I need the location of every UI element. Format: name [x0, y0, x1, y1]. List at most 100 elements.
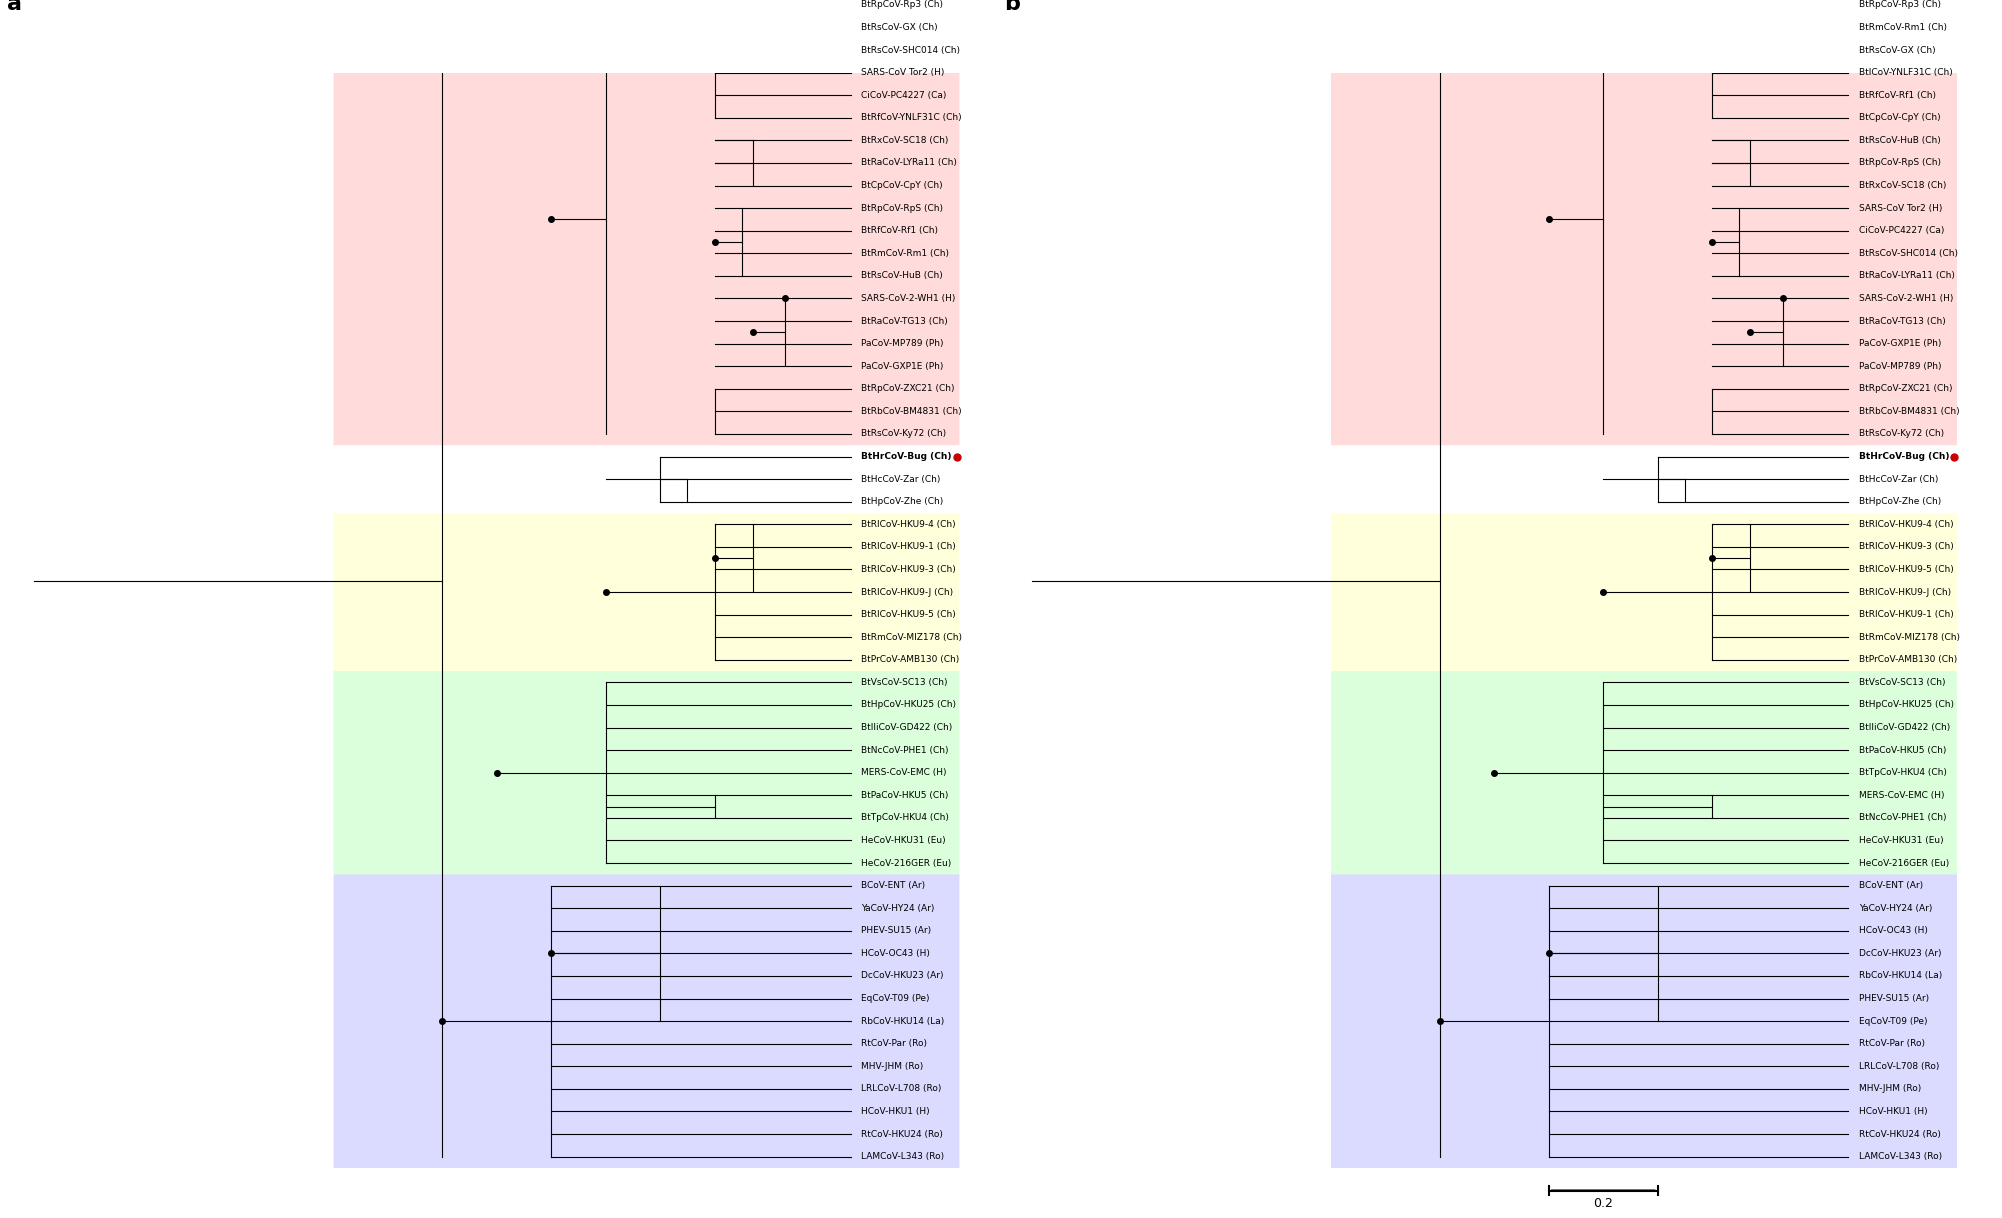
Text: BtPrCoV-AMB130 (Ch): BtPrCoV-AMB130 (Ch)	[1860, 655, 1958, 664]
Text: YaCoV-HY24 (Ar): YaCoV-HY24 (Ar)	[861, 904, 935, 912]
Text: BtRICoV-HKU9-3 (Ch): BtRICoV-HKU9-3 (Ch)	[861, 565, 957, 574]
Text: SARS-CoV-2-WH1 (H): SARS-CoV-2-WH1 (H)	[861, 294, 955, 303]
Text: HeCoV-HKU31 (Eu): HeCoV-HKU31 (Eu)	[1860, 836, 1944, 845]
Text: BtRsCoV-GX (Ch): BtRsCoV-GX (Ch)	[861, 23, 939, 32]
Text: BtRpCoV-Rp3 (Ch): BtRpCoV-Rp3 (Ch)	[861, 0, 943, 10]
Text: BtRpCoV-ZXC21 (Ch): BtRpCoV-ZXC21 (Ch)	[1860, 384, 1952, 393]
Text: YaCoV-HY24 (Ar): YaCoV-HY24 (Ar)	[1860, 904, 1932, 912]
Text: BtRsCoV-Ky72 (Ch): BtRsCoV-Ky72 (Ch)	[1860, 430, 1944, 438]
Text: HCoV-HKU1 (H): HCoV-HKU1 (H)	[861, 1107, 931, 1116]
Text: BtNcCoV-PHE1 (Ch): BtNcCoV-PHE1 (Ch)	[1860, 814, 1946, 822]
Text: EqCoV-T09 (Pe): EqCoV-T09 (Pe)	[1860, 1017, 1928, 1026]
Text: EqCoV-T09 (Pe): EqCoV-T09 (Pe)	[861, 994, 931, 1004]
Text: BtIIiCoV-GD422 (Ch): BtIIiCoV-GD422 (Ch)	[861, 723, 953, 732]
Text: BtRsCoV-SHC014 (Ch): BtRsCoV-SHC014 (Ch)	[1860, 248, 1958, 258]
Text: PHEV-SU15 (Ar): PHEV-SU15 (Ar)	[1860, 994, 1930, 1004]
Text: a: a	[6, 0, 22, 13]
Text: HCoV-HKU1 (H): HCoV-HKU1 (H)	[1860, 1107, 1928, 1116]
FancyBboxPatch shape	[334, 671, 959, 875]
Text: BtHpCoV-Zhe (Ch): BtHpCoV-Zhe (Ch)	[1860, 497, 1942, 507]
Text: PHEV-SU15 (Ar): PHEV-SU15 (Ar)	[861, 927, 931, 935]
Text: DcCoV-HKU23 (Ar): DcCoV-HKU23 (Ar)	[1860, 949, 1942, 957]
Text: BtHcCoV-Zar (Ch): BtHcCoV-Zar (Ch)	[1860, 475, 1938, 484]
Text: BtRsCoV-HuB (Ch): BtRsCoV-HuB (Ch)	[861, 272, 943, 280]
Text: BtRICoV-HKU9-J (Ch): BtRICoV-HKU9-J (Ch)	[1860, 587, 1952, 597]
Text: BCoV-ENT (Ar): BCoV-ENT (Ar)	[1860, 881, 1924, 890]
FancyBboxPatch shape	[1331, 0, 1958, 446]
Text: BtRmCoV-MIZ178 (Ch): BtRmCoV-MIZ178 (Ch)	[861, 632, 963, 642]
Text: BtTpCoV-HKU4 (Ch): BtTpCoV-HKU4 (Ch)	[861, 814, 949, 822]
Text: BtTpCoV-HKU4 (Ch): BtTpCoV-HKU4 (Ch)	[1860, 769, 1946, 777]
Text: BtRmCoV-Rm1 (Ch): BtRmCoV-Rm1 (Ch)	[1860, 23, 1948, 32]
Text: BtHpCoV-HKU25 (Ch): BtHpCoV-HKU25 (Ch)	[861, 700, 957, 709]
Text: BtRsCoV-SHC014 (Ch): BtRsCoV-SHC014 (Ch)	[861, 45, 961, 55]
Text: MERS-CoV-EMC (H): MERS-CoV-EMC (H)	[1860, 790, 1944, 800]
Text: HCoV-OC43 (H): HCoV-OC43 (H)	[1860, 927, 1928, 935]
Text: BtRpCoV-RpS (Ch): BtRpCoV-RpS (Ch)	[861, 203, 943, 213]
Text: LRLCoV-L708 (Ro): LRLCoV-L708 (Ro)	[861, 1084, 941, 1094]
Text: PaCoV-MP789 (Ph): PaCoV-MP789 (Ph)	[1860, 362, 1942, 370]
Text: BtHcCoV-Zar (Ch): BtHcCoV-Zar (Ch)	[861, 475, 941, 484]
Text: BtPaCoV-HKU5 (Ch): BtPaCoV-HKU5 (Ch)	[1860, 745, 1946, 755]
Text: MERS-CoV-EMC (H): MERS-CoV-EMC (H)	[861, 769, 947, 777]
Text: BtRfCoV-YNLF31C (Ch): BtRfCoV-YNLF31C (Ch)	[861, 113, 963, 122]
Text: BtRmCoV-Rm1 (Ch): BtRmCoV-Rm1 (Ch)	[861, 248, 949, 258]
Text: BtRbCoV-BM4831 (Ch): BtRbCoV-BM4831 (Ch)	[1860, 407, 1960, 415]
Text: b: b	[1005, 0, 1021, 13]
Text: BtRICoV-HKU9-5 (Ch): BtRICoV-HKU9-5 (Ch)	[1860, 565, 1954, 574]
Text: BtRaCoV-LYRa11 (Ch): BtRaCoV-LYRa11 (Ch)	[1860, 272, 1954, 280]
Text: BtICoV-YNLF31C (Ch): BtICoV-YNLF31C (Ch)	[1860, 68, 1952, 77]
Text: LAMCoV-L343 (Ro): LAMCoV-L343 (Ro)	[861, 1152, 945, 1161]
Text: BtRICoV-HKU9-1 (Ch): BtRICoV-HKU9-1 (Ch)	[861, 542, 957, 552]
Text: RtCoV-Par (Ro): RtCoV-Par (Ro)	[861, 1039, 927, 1049]
Text: CiCoV-PC4227 (Ca): CiCoV-PC4227 (Ca)	[1860, 227, 1944, 235]
Text: CiCoV-PC4227 (Ca): CiCoV-PC4227 (Ca)	[861, 90, 947, 100]
FancyBboxPatch shape	[1331, 875, 1958, 1168]
Text: LRLCoV-L708 (Ro): LRLCoV-L708 (Ro)	[1860, 1062, 1940, 1071]
Text: 0.2: 0.2	[1594, 1197, 1614, 1211]
FancyBboxPatch shape	[1331, 513, 1958, 671]
Text: BtVsCoV-SC13 (Ch): BtVsCoV-SC13 (Ch)	[861, 678, 949, 687]
Text: BtRsCoV-Ky72 (Ch): BtRsCoV-Ky72 (Ch)	[861, 430, 947, 438]
Text: BtRfCoV-Rf1 (Ch): BtRfCoV-Rf1 (Ch)	[1860, 90, 1936, 100]
Text: BtNcCoV-PHE1 (Ch): BtNcCoV-PHE1 (Ch)	[861, 745, 949, 755]
Text: BtVsCoV-SC13 (Ch): BtVsCoV-SC13 (Ch)	[1860, 678, 1946, 687]
Text: HeCoV-216GER (Eu): HeCoV-216GER (Eu)	[861, 859, 951, 867]
Text: RtCoV-HKU24 (Ro): RtCoV-HKU24 (Ro)	[1860, 1129, 1940, 1139]
Text: DcCoV-HKU23 (Ar): DcCoV-HKU23 (Ar)	[861, 972, 945, 980]
Text: BtRxCoV-SC18 (Ch): BtRxCoV-SC18 (Ch)	[1860, 181, 1946, 190]
Text: SARS-CoV Tor2 (H): SARS-CoV Tor2 (H)	[1860, 203, 1942, 213]
Text: RtCoV-Par (Ro): RtCoV-Par (Ro)	[1860, 1039, 1926, 1049]
FancyBboxPatch shape	[334, 513, 959, 671]
Text: SARS-CoV-2-WH1 (H): SARS-CoV-2-WH1 (H)	[1860, 294, 1954, 303]
Text: BtRpCoV-RpS (Ch): BtRpCoV-RpS (Ch)	[1860, 158, 1942, 167]
Text: BtIIiCoV-GD422 (Ch): BtIIiCoV-GD422 (Ch)	[1860, 723, 1950, 732]
Text: BtRsCoV-HuB (Ch): BtRsCoV-HuB (Ch)	[1860, 136, 1940, 145]
Text: BtRfCoV-Rf1 (Ch): BtRfCoV-Rf1 (Ch)	[861, 227, 939, 235]
Text: BtHpCoV-Zhe (Ch): BtHpCoV-Zhe (Ch)	[861, 497, 943, 507]
Text: PaCoV-GXP1E (Ph): PaCoV-GXP1E (Ph)	[861, 362, 943, 370]
Text: RbCoV-HKU14 (La): RbCoV-HKU14 (La)	[861, 1017, 945, 1026]
Text: BtRICoV-HKU9-4 (Ch): BtRICoV-HKU9-4 (Ch)	[861, 520, 957, 529]
Text: LAMCoV-L343 (Ro): LAMCoV-L343 (Ro)	[1860, 1152, 1942, 1161]
Text: BtRICoV-HKU9-J (Ch): BtRICoV-HKU9-J (Ch)	[861, 587, 953, 597]
Text: BtRpCoV-Rp3 (Ch): BtRpCoV-Rp3 (Ch)	[1860, 0, 1942, 10]
Text: BtPaCoV-HKU5 (Ch): BtPaCoV-HKU5 (Ch)	[861, 790, 949, 800]
Text: BtRpCoV-ZXC21 (Ch): BtRpCoV-ZXC21 (Ch)	[861, 384, 955, 393]
Text: MHV-JHM (Ro): MHV-JHM (Ro)	[861, 1062, 923, 1071]
Text: BtHrCoV-Bug (Ch): BtHrCoV-Bug (Ch)	[861, 452, 953, 462]
FancyBboxPatch shape	[334, 875, 959, 1168]
Text: BtRsCoV-GX (Ch): BtRsCoV-GX (Ch)	[1860, 45, 1936, 55]
Text: BCoV-ENT (Ar): BCoV-ENT (Ar)	[861, 881, 925, 890]
Text: MHV-JHM (Ro): MHV-JHM (Ro)	[1860, 1084, 1922, 1094]
Text: BtRICoV-HKU9-4 (Ch): BtRICoV-HKU9-4 (Ch)	[1860, 520, 1954, 529]
Text: PaCoV-MP789 (Ph): PaCoV-MP789 (Ph)	[861, 339, 945, 348]
Text: BtRaCoV-LYRa11 (Ch): BtRaCoV-LYRa11 (Ch)	[861, 158, 957, 167]
FancyBboxPatch shape	[334, 0, 959, 446]
Text: PaCoV-GXP1E (Ph): PaCoV-GXP1E (Ph)	[1860, 339, 1942, 348]
Text: BtRbCoV-BM4831 (Ch): BtRbCoV-BM4831 (Ch)	[861, 407, 963, 415]
Text: BtRaCoV-TG13 (Ch): BtRaCoV-TG13 (Ch)	[1860, 317, 1946, 325]
Text: BtRxCoV-SC18 (Ch): BtRxCoV-SC18 (Ch)	[861, 136, 949, 145]
Text: BtRICoV-HKU9-5 (Ch): BtRICoV-HKU9-5 (Ch)	[861, 610, 957, 619]
Text: BtCpCoV-CpY (Ch): BtCpCoV-CpY (Ch)	[1860, 113, 1940, 122]
